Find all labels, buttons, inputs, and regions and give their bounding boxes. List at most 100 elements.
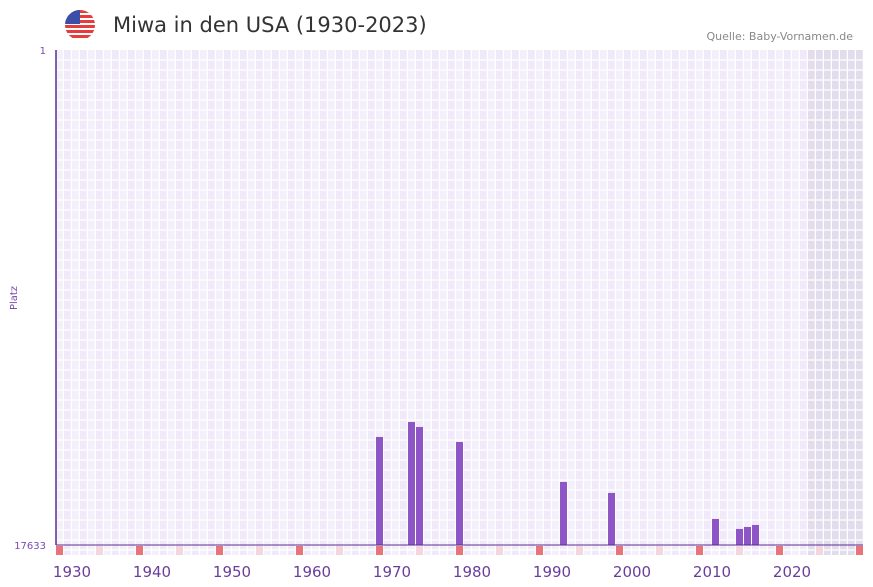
- grid-column: [296, 50, 304, 555]
- grid-column: [432, 50, 440, 555]
- grid-column: [192, 50, 200, 555]
- year-marker-2005: [656, 546, 663, 555]
- grid-column: [544, 50, 552, 555]
- y-tick-top: 1: [40, 46, 46, 57]
- grid-column: [576, 50, 584, 555]
- year-marker-2030: [856, 546, 863, 555]
- bar-1970[interactable]: [376, 436, 383, 545]
- grid-column: [112, 50, 120, 555]
- grid-column: [720, 50, 728, 555]
- grid-column: [248, 50, 256, 555]
- grid-column: [592, 50, 600, 555]
- grid-column: [728, 50, 736, 555]
- grid-column: [56, 50, 64, 555]
- grid-column: [416, 50, 424, 555]
- x-tick-label: 1960: [293, 563, 331, 581]
- year-marker-1940: [136, 546, 143, 555]
- grid-column: [664, 50, 672, 555]
- grid-column: [216, 50, 224, 555]
- grid-column: [792, 50, 800, 555]
- bar-1974[interactable]: [408, 421, 415, 545]
- grid-column: [496, 50, 504, 555]
- grid-column: [760, 50, 768, 555]
- grid-column: [136, 50, 144, 555]
- grid-column: [456, 50, 464, 555]
- grid-column: [752, 50, 760, 555]
- grid-column: [688, 50, 696, 555]
- grid-column: [440, 50, 448, 555]
- year-marker-1935: [96, 546, 103, 555]
- grid-column: [88, 50, 96, 555]
- grid-column: [304, 50, 312, 555]
- grid-column: [320, 50, 328, 555]
- grid-column: [856, 50, 864, 555]
- grid-column: [744, 50, 752, 555]
- bar-2012[interactable]: [712, 518, 719, 545]
- grid-column: [72, 50, 80, 555]
- grid-column: [184, 50, 192, 555]
- year-marker-1955: [256, 546, 263, 555]
- x-tick-label: 2010: [693, 563, 731, 581]
- grid-column: [384, 50, 392, 555]
- bar-2016[interactable]: [744, 526, 751, 545]
- year-marker-1975: [416, 546, 423, 555]
- grid-column: [224, 50, 232, 555]
- grid-column: [344, 50, 352, 555]
- year-marker-1985: [496, 546, 503, 555]
- grid-column: [176, 50, 184, 555]
- grid-column: [160, 50, 168, 555]
- bar-1980[interactable]: [456, 441, 463, 545]
- bar-1975[interactable]: [416, 426, 423, 545]
- grid-column: [608, 50, 616, 555]
- year-marker-1960: [296, 546, 303, 555]
- bar-2017[interactable]: [752, 524, 759, 545]
- grid-column: [704, 50, 712, 555]
- year-marker-1990: [536, 546, 543, 555]
- grid-column: [152, 50, 160, 555]
- grid-column: [472, 50, 480, 555]
- grid-column: [648, 50, 656, 555]
- year-marker-1930: [56, 546, 63, 555]
- grid-column: [776, 50, 784, 555]
- year-marker-1945: [176, 546, 183, 555]
- year-marker-2015: [736, 546, 743, 555]
- bar-2015[interactable]: [736, 528, 743, 545]
- grid-column: [840, 50, 848, 555]
- year-marker-2025: [816, 546, 823, 555]
- grid-column: [168, 50, 176, 555]
- grid-column: [696, 50, 704, 555]
- year-marker-1965: [336, 546, 343, 555]
- grid-column: [736, 50, 744, 555]
- grid-column: [448, 50, 456, 555]
- bar-1999[interactable]: [608, 492, 615, 545]
- x-tick-label: 1940: [133, 563, 171, 581]
- grid-column: [584, 50, 592, 555]
- grid-column: [280, 50, 288, 555]
- grid-column: [352, 50, 360, 555]
- year-marker-1980: [456, 546, 463, 555]
- grid-column: [208, 50, 216, 555]
- grid-column: [656, 50, 664, 555]
- year-marker-2010: [696, 546, 703, 555]
- x-tick-label: 1950: [213, 563, 251, 581]
- x-tick-label: 1930: [53, 563, 91, 581]
- grid-column: [848, 50, 856, 555]
- grid-column: [376, 50, 384, 555]
- grid-column: [312, 50, 320, 555]
- grid-column: [232, 50, 240, 555]
- bar-1993[interactable]: [560, 481, 567, 545]
- grid-column: [424, 50, 432, 555]
- grid-column: [256, 50, 264, 555]
- grid-column: [336, 50, 344, 555]
- grid-column: [632, 50, 640, 555]
- grid-column: [288, 50, 296, 555]
- grid-column: [784, 50, 792, 555]
- grid-column: [568, 50, 576, 555]
- grid-column: [144, 50, 152, 555]
- grid-column: [368, 50, 376, 555]
- grid-column: [816, 50, 824, 555]
- page-title: Miwa in den USA (1930-2023): [113, 13, 427, 37]
- grid-column: [552, 50, 560, 555]
- year-marker-1950: [216, 546, 223, 555]
